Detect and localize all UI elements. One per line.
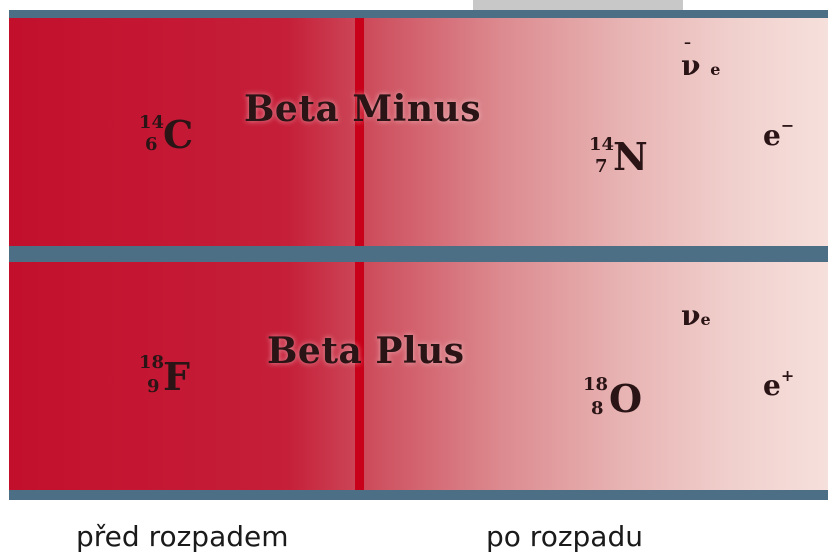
- sphere-highlight: [537, 396, 543, 402]
- neutron-sphere: [554, 176, 578, 200]
- nucleus-cluster: [515, 366, 579, 440]
- neutrino-label: νe: [681, 302, 711, 334]
- sphere-highlight: [543, 384, 549, 390]
- parent-atomic-number: 6: [145, 134, 158, 155]
- antineutrino-bar: ¯: [683, 40, 692, 61]
- sphere-highlight: [525, 384, 531, 390]
- sphere-highlight: [540, 132, 546, 138]
- antineutrino-symbol: ν: [681, 49, 701, 82]
- sphere-highlight: [103, 68, 109, 74]
- sphere-highlight: [79, 114, 85, 120]
- sphere-highlight: [113, 344, 119, 350]
- sphere-highlight: [558, 158, 564, 164]
- sphere-highlight: [83, 346, 89, 352]
- beta-plus-panel: 18 9 F Beta Plus 18 8 O νe e+: [9, 262, 828, 490]
- sphere-highlight: [111, 322, 117, 328]
- electron-label: e−: [763, 116, 794, 154]
- sphere-highlight: [532, 180, 538, 186]
- sphere-highlight: [107, 116, 113, 122]
- sphere-highlight: [556, 134, 562, 140]
- electron-charge: −: [780, 116, 795, 135]
- sphere-highlight: [531, 410, 537, 416]
- sphere-highlight: [561, 408, 567, 414]
- panel-divider: [355, 18, 364, 246]
- sphere-highlight: [89, 90, 95, 96]
- sphere-highlight: [77, 78, 83, 84]
- decay-diagram-frame: 14 6 C Beta Minus 14 7 N ν ¯ e: [9, 10, 828, 500]
- panel-divider: [355, 262, 364, 490]
- sphere-highlight: [535, 372, 541, 378]
- sphere-highlight: [83, 104, 89, 110]
- sphere-highlight: [560, 182, 566, 188]
- sphere-highlight: [521, 398, 527, 404]
- neutron-sphere: [101, 110, 125, 134]
- positron-label: e+: [763, 366, 794, 404]
- sphere-highlight: [103, 310, 109, 316]
- daughter-atomic-number: 7: [595, 156, 608, 177]
- sphere-highlight: [536, 170, 542, 176]
- sphere-highlight: [559, 386, 565, 392]
- neutrino-subscript: e: [700, 310, 711, 329]
- neutron-sphere: [549, 416, 573, 440]
- parent-mass-number: 14: [139, 112, 165, 133]
- sphere-highlight: [542, 156, 548, 162]
- sphere-highlight: [105, 92, 111, 98]
- parent-symbol: C: [163, 112, 194, 157]
- sphere-highlight: [526, 158, 532, 164]
- sphere-highlight: [564, 146, 570, 152]
- sphere-highlight: [77, 320, 83, 326]
- positron-charge: +: [780, 366, 795, 385]
- beta-minus-panel: 14 6 C Beta Minus 14 7 N ν ¯ e: [9, 18, 828, 246]
- sphere-highlight: [111, 80, 117, 86]
- neutron-sphere: [101, 352, 125, 376]
- neutron-sphere: [526, 174, 550, 198]
- beta-minus-title: Beta Minus: [244, 88, 481, 130]
- beta-plus-title: Beta Plus: [267, 330, 465, 372]
- sphere-highlight: [113, 102, 119, 108]
- antineutrino-subscript: e: [710, 60, 721, 79]
- sphere-highlight: [553, 398, 559, 404]
- caption-after-decay: po rozpadu: [486, 520, 643, 553]
- nucleus-cluster: [520, 126, 584, 200]
- daughter-symbol: N: [613, 134, 648, 179]
- sphere-highlight: [87, 66, 93, 72]
- daughter-symbol: O: [609, 376, 643, 421]
- neutrino-symbol: ν: [681, 299, 701, 332]
- positron-symbol: e: [763, 369, 781, 402]
- top-tab: [473, 0, 683, 10]
- sphere-highlight: [107, 358, 113, 364]
- sphere-highlight: [95, 78, 101, 84]
- sphere-highlight: [73, 334, 79, 340]
- electron-symbol: e: [763, 119, 781, 152]
- sphere-highlight: [87, 308, 93, 314]
- daughter-mass-number: 18: [583, 374, 609, 395]
- nucleus-cluster: [67, 302, 131, 376]
- sphere-highlight: [548, 144, 554, 150]
- sphere-highlight: [555, 422, 561, 428]
- daughter-atomic-number: 8: [591, 398, 604, 419]
- sphere-highlight: [89, 332, 95, 338]
- sphere-highlight: [73, 92, 79, 98]
- caption-before-decay: před rozpadem: [76, 520, 289, 553]
- sphere-highlight: [79, 356, 85, 362]
- neutron-sphere: [521, 414, 545, 438]
- neutron-sphere: [73, 108, 97, 132]
- sphere-highlight: [551, 374, 557, 380]
- neutron-sphere: [73, 350, 97, 374]
- parent-mass-number: 18: [139, 352, 165, 373]
- nucleus-cluster: [67, 60, 131, 134]
- sphere-highlight: [95, 320, 101, 326]
- sphere-highlight: [530, 144, 536, 150]
- parent-atomic-number: 9: [147, 376, 160, 397]
- parent-symbol: F: [163, 354, 190, 399]
- sphere-highlight: [105, 334, 111, 340]
- daughter-mass-number: 14: [589, 134, 615, 155]
- antineutrino-label: ν ¯ e: [681, 40, 721, 84]
- sphere-highlight: [566, 168, 572, 174]
- sphere-highlight: [527, 420, 533, 426]
